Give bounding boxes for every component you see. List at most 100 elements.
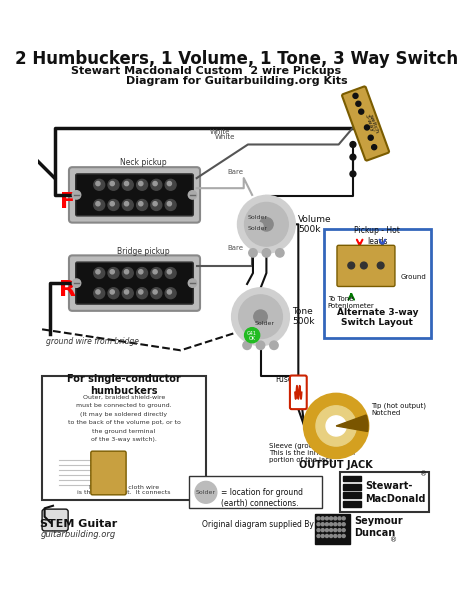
Text: ®: ® <box>390 537 397 543</box>
Circle shape <box>110 270 114 274</box>
Circle shape <box>317 528 320 532</box>
Circle shape <box>334 528 337 532</box>
Circle shape <box>245 202 288 246</box>
Circle shape <box>342 528 345 532</box>
Bar <box>343 501 361 507</box>
FancyBboxPatch shape <box>337 246 395 286</box>
Text: to the back of the volume pot, or to: to the back of the volume pot, or to <box>68 420 181 425</box>
FancyBboxPatch shape <box>76 262 193 304</box>
Circle shape <box>317 523 320 526</box>
Circle shape <box>350 141 356 147</box>
FancyBboxPatch shape <box>342 86 389 161</box>
Text: is the hot output.  It connects: is the hot output. It connects <box>77 490 171 495</box>
Circle shape <box>325 528 328 532</box>
Circle shape <box>122 268 133 279</box>
Circle shape <box>368 135 373 140</box>
Circle shape <box>94 268 105 279</box>
Text: White: White <box>210 129 230 135</box>
Text: Fuse: Fuse <box>275 375 292 384</box>
Circle shape <box>139 290 143 294</box>
Circle shape <box>137 288 147 299</box>
Circle shape <box>110 181 114 186</box>
FancyBboxPatch shape <box>69 167 200 223</box>
Text: Stewart Macdonald Custom  2 wire Pickups: Stewart Macdonald Custom 2 wire Pickups <box>72 66 342 77</box>
Circle shape <box>338 523 341 526</box>
Text: Original diagram supplied By: Original diagram supplied By <box>202 520 314 529</box>
Circle shape <box>167 290 172 294</box>
Circle shape <box>350 171 356 177</box>
Text: 2 Humbuckers, 1 Volume, 1 Tone, 3 Way Switch: 2 Humbuckers, 1 Volume, 1 Tone, 3 Way Sw… <box>16 50 458 68</box>
Circle shape <box>110 202 114 206</box>
Circle shape <box>232 288 289 345</box>
Circle shape <box>321 528 324 532</box>
Circle shape <box>249 249 257 257</box>
Circle shape <box>122 199 133 210</box>
Circle shape <box>256 223 263 229</box>
Circle shape <box>94 179 105 190</box>
Circle shape <box>329 517 333 520</box>
Bar <box>343 492 361 498</box>
Circle shape <box>256 209 263 216</box>
Text: R: R <box>59 280 76 300</box>
Text: Pickup - Hot
leads: Pickup - Hot leads <box>355 226 400 246</box>
Circle shape <box>329 528 333 532</box>
Circle shape <box>139 270 143 274</box>
Text: Solder: Solder <box>255 321 275 326</box>
FancyBboxPatch shape <box>42 376 206 500</box>
Circle shape <box>342 523 345 526</box>
Circle shape <box>139 202 143 206</box>
Circle shape <box>304 394 368 458</box>
Circle shape <box>325 534 328 537</box>
Circle shape <box>122 179 133 190</box>
Text: of the 3-way switch).: of the 3-way switch). <box>91 437 157 442</box>
Text: Tone
500k: Tone 500k <box>292 307 315 326</box>
FancyBboxPatch shape <box>290 376 307 409</box>
Circle shape <box>359 109 364 114</box>
Circle shape <box>334 523 337 526</box>
Circle shape <box>153 202 157 206</box>
FancyBboxPatch shape <box>42 509 68 531</box>
Circle shape <box>151 199 162 210</box>
Text: Neck pickup: Neck pickup <box>119 159 166 168</box>
Circle shape <box>317 517 320 520</box>
Text: Bare: Bare <box>227 244 243 250</box>
Text: ®: ® <box>420 471 427 477</box>
Text: Seymour: Seymour <box>355 516 403 526</box>
Circle shape <box>137 268 147 279</box>
Text: Sleeve (ground).
This is the inner, circular
portion of the jack: Sleeve (ground). This is the inner, circ… <box>269 443 356 463</box>
Circle shape <box>342 534 345 537</box>
Text: Bridge pickup: Bridge pickup <box>117 247 169 256</box>
Circle shape <box>195 482 217 503</box>
Circle shape <box>365 125 370 130</box>
Circle shape <box>96 202 100 206</box>
Text: Ground: Ground <box>401 274 427 280</box>
Circle shape <box>348 262 355 269</box>
Circle shape <box>238 196 295 253</box>
Circle shape <box>153 270 157 274</box>
Text: F: F <box>60 192 75 211</box>
Text: Solder: Solder <box>248 226 268 231</box>
Circle shape <box>361 262 367 269</box>
Wedge shape <box>336 415 368 431</box>
Text: OK: OK <box>249 336 255 341</box>
FancyBboxPatch shape <box>91 451 126 495</box>
Circle shape <box>321 523 324 526</box>
Circle shape <box>108 199 119 210</box>
Text: For single-conductor
humbuckers: For single-conductor humbuckers <box>67 374 181 395</box>
Circle shape <box>73 190 81 199</box>
Text: Duncan: Duncan <box>355 528 396 538</box>
Text: 3-way: 3-way <box>363 114 374 133</box>
Circle shape <box>317 534 320 537</box>
Circle shape <box>326 416 346 436</box>
Circle shape <box>316 406 356 446</box>
Circle shape <box>153 290 157 294</box>
Text: Solder: Solder <box>196 490 216 495</box>
Text: 3-way
switch: 3-way switch <box>96 463 121 483</box>
Circle shape <box>96 181 100 186</box>
Circle shape <box>350 154 356 160</box>
Circle shape <box>124 290 128 294</box>
Text: STEM Guitar: STEM Guitar <box>40 519 117 529</box>
Circle shape <box>73 279 81 288</box>
Circle shape <box>256 341 264 349</box>
Circle shape <box>188 190 197 199</box>
